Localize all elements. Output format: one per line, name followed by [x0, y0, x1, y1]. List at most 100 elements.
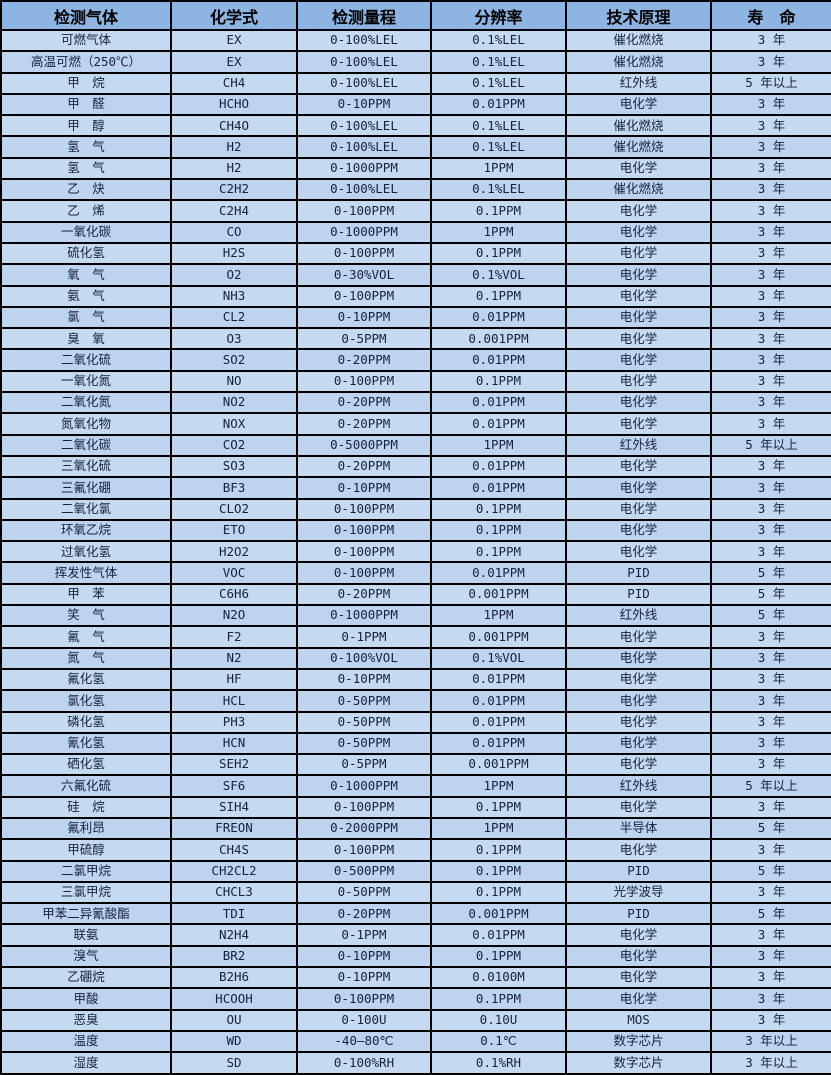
table-cell: 0.1PPM — [430, 497, 567, 521]
table-cell: 电化学 — [565, 412, 712, 436]
table-cell: 电化学 — [565, 391, 712, 415]
table-cell: 0.1PPM — [430, 944, 567, 969]
table-cell: 3 年 — [710, 50, 831, 74]
table-cell: 0.10U — [430, 1008, 567, 1032]
table-cell: 磷化氢 — [0, 710, 172, 734]
table-cell: 0-50PPM — [296, 710, 432, 734]
table-cell: 红外线 — [565, 71, 712, 95]
table-cell: 电化学 — [565, 241, 712, 266]
table-cell: 5 年以上 — [710, 774, 831, 798]
table-cell: 0-100PPM — [296, 369, 432, 394]
table-cell: 5 年以上 — [710, 71, 831, 95]
table-cell: SIH4 — [170, 795, 298, 819]
table-cell: O3 — [170, 327, 298, 351]
table-cell: 0.001PPM — [430, 753, 567, 777]
table-cell: 0-20PPM — [296, 412, 432, 436]
table-cell: 0.1PPM — [430, 369, 567, 394]
table-cell: 氮 气 — [0, 646, 172, 670]
table-cell: 0.1PPM — [430, 859, 567, 883]
table-cell: 电化学 — [565, 944, 712, 969]
table-cell: 过氧化氢 — [0, 540, 172, 564]
table-cell: CH4S — [170, 838, 298, 862]
table-cell: PID — [565, 859, 712, 883]
table-row: 甲苯二异氰酸酯 TDI 0-20PPM 0.001PPM PID 5 年 — [0, 902, 831, 926]
table-cell: VOC — [170, 561, 298, 585]
table-cell: 0-100U — [296, 1008, 432, 1032]
table-row: 磷化氢 PH3 0-50PPM 0.01PPM 电化学 3 年 — [0, 710, 831, 734]
table-row: 三氟化硼 BF3 0-10PPM 0.01PPM 电化学 3 年 — [0, 476, 831, 500]
table-cell: 0-100%VOL — [296, 646, 432, 670]
table-row: 联氨 N2H4 0-1PPM 0.01PPM 电化学 3 年 — [0, 923, 831, 947]
table-cell: 3 年 — [710, 731, 831, 756]
table-cell: 0.01PPM — [430, 923, 567, 947]
table-cell: 3 年 — [710, 689, 831, 713]
table-cell: 氨 气 — [0, 284, 172, 308]
table-cell: 0-100%LEL — [296, 71, 432, 95]
table-cell: 可燃气体 — [0, 28, 172, 53]
table-cell: 0-1000PPM — [296, 156, 432, 181]
column-header: 化学式 — [170, 0, 298, 31]
table-cell: 0-100%LEL — [296, 28, 432, 53]
table-cell: HF — [170, 667, 298, 692]
table-cell: 0-100%LEL — [296, 178, 432, 202]
table-cell: 电化学 — [565, 753, 712, 777]
table-cell: 红外线 — [565, 604, 712, 628]
table-cell: 1PPM — [430, 774, 567, 798]
table-cell: CHCL3 — [170, 880, 298, 905]
table-cell: 甲 醇 — [0, 114, 172, 138]
table-cell: 二氧化碳 — [0, 433, 172, 457]
table-cell: 0.1PPM — [430, 880, 567, 905]
table-cell: 0.001PPM — [430, 625, 567, 649]
table-row: 氯化氢 HCL 0-50PPM 0.01PPM 电化学 3 年 — [0, 689, 831, 713]
table-cell: PID — [565, 902, 712, 926]
table-cell: OU — [170, 1008, 298, 1032]
table-cell: 3 年以上 — [710, 1029, 831, 1054]
column-header: 寿 命 — [710, 0, 831, 31]
table-cell: 0-10PPM — [296, 476, 432, 500]
table-row: 过氧化氢 H2O2 0-100PPM 0.1PPM 电化学 3 年 — [0, 540, 831, 564]
table-cell: 0-1PPM — [296, 625, 432, 649]
table-cell: 3 年 — [710, 327, 831, 351]
table-cell: 5 年 — [710, 816, 831, 841]
table-row: 二氧化氯 CLO2 0-100PPM 0.1PPM 电化学 3 年 — [0, 497, 831, 521]
table-cell: 电化学 — [565, 966, 712, 990]
table-cell: NO — [170, 369, 298, 394]
table-cell: 0-1000PPM — [296, 774, 432, 798]
table-cell: 0.01PPM — [430, 348, 567, 372]
table-cell: 氯化氢 — [0, 689, 172, 713]
table-cell: 电化学 — [565, 710, 712, 734]
table-cell: 0.01PPM — [430, 667, 567, 692]
table-cell: 3 年 — [710, 518, 831, 543]
table-row: 甲酸 HCOOH 0-100PPM 0.1PPM 电化学 3 年 — [0, 987, 831, 1011]
table-cell: FREON — [170, 816, 298, 841]
table-cell: 0-100%LEL — [296, 114, 432, 138]
table-cell: 5 年 — [710, 561, 831, 585]
table-cell: 5 年以上 — [710, 433, 831, 457]
table-cell: C2H4 — [170, 199, 298, 223]
table-cell: 0-100PPM — [296, 561, 432, 585]
table-row: 甲 醇 CH4O 0-100%LEL 0.1%LEL 催化燃烧 3 年 — [0, 114, 831, 138]
table-cell: 3 年 — [710, 156, 831, 181]
table-row: 湿度 SD 0-100%RH 0.1%RH 数字芯片 3 年以上 — [0, 1051, 831, 1075]
table-cell: HCN — [170, 731, 298, 756]
table-cell: 甲酸 — [0, 987, 172, 1011]
table-cell: 数字芯片 — [565, 1029, 712, 1054]
table-cell: WD — [170, 1029, 298, 1054]
table-cell: 0-100PPM — [296, 987, 432, 1011]
table-cell: 甲苯二异氰酸酯 — [0, 902, 172, 926]
table-cell: 3 年 — [710, 476, 831, 500]
table-cell: 0-100PPM — [296, 518, 432, 543]
table-cell: 硅 烷 — [0, 795, 172, 819]
table-cell: 3 年 — [710, 391, 831, 415]
table-cell: 0.1PPM — [430, 838, 567, 862]
column-header: 检测气体 — [0, 0, 172, 31]
table-cell: 挥发性气体 — [0, 561, 172, 585]
table-cell: 0.01PPM — [430, 412, 567, 436]
table-row: 温度 WD -40—80℃ 0.1℃ 数字芯片 3 年以上 — [0, 1029, 831, 1054]
table-cell: 硒化氢 — [0, 753, 172, 777]
table-cell: 0.1PPM — [430, 540, 567, 564]
table-row: 氟化氢 HF 0-10PPM 0.01PPM 电化学 3 年 — [0, 667, 831, 692]
table-cell: 溴气 — [0, 944, 172, 969]
table-cell: 电化学 — [565, 518, 712, 543]
